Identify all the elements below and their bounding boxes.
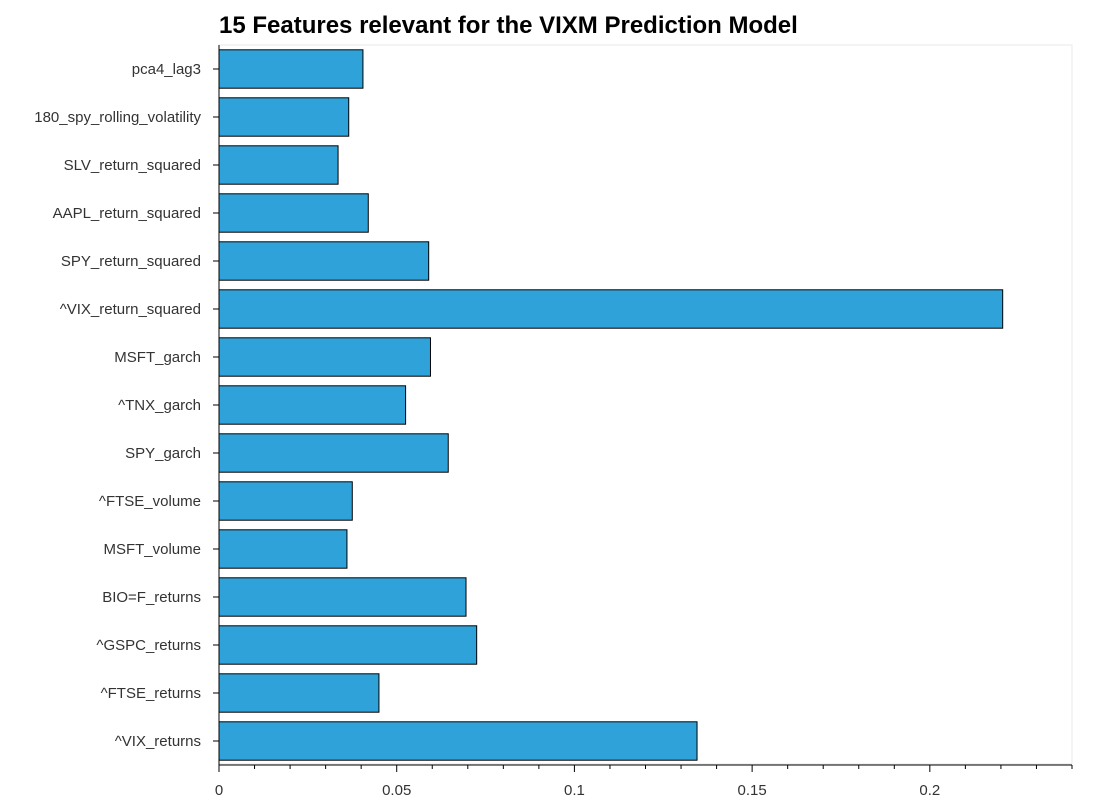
category-label: ^VIX_return_squared [60,301,201,318]
bar-AAPL_return_squared [218,193,369,233]
x-tick-label: 0.15 [738,782,767,799]
bar-SPY_garch [218,433,449,473]
category-label: SPY_return_squared [61,253,201,270]
category-label: ^GSPC_returns [96,637,201,654]
x-tick-label: 0.1 [564,782,585,799]
bar-SLV_return_squared [218,145,339,185]
chart-title: 15 Features relevant for the VIXM Predic… [219,12,798,39]
bar-SPY_return_squared [218,241,430,281]
category-label: ^TNX_garch [118,397,201,414]
bar-MSFT_volume [218,529,348,569]
category-label: MSFT_volume [103,541,201,558]
x-tick-label: 0.05 [382,782,411,799]
bar-BIO=F_returns [218,577,467,617]
category-label: BIO=F_returns [102,589,201,606]
category-labels: pca4_lag3 180_spy_rolling_volatility SLV_r… [34,61,219,750]
category-label: SPY_garch [125,445,201,462]
category-label: pca4_lag3 [132,61,201,78]
category-label: AAPL_return_squared [53,205,201,222]
bars-group [218,49,1004,761]
bar-^VIX_returns [218,721,698,761]
category-label: ^VIX_returns [115,733,201,750]
category-label: ^FTSE_returns [101,685,201,702]
category-label: ^FTSE_volume [99,493,201,510]
bar-^TNX_garch [218,385,407,425]
bar-^GSPC_returns [218,625,478,665]
bar-180_spy_rolling_volatility [218,97,350,137]
bar-MSFT_garch [218,337,431,377]
x-tick-label: 0.2 [919,782,940,799]
x-tick-label: 0 [215,782,223,799]
bar-^FTSE_volume [218,481,353,521]
bar-pca4_lag3 [218,49,364,89]
bar-^VIX_return_squared [218,289,1004,329]
x-axis-ticks: 0 0.05 0.1 0.15 0.2 [215,765,1073,799]
category-label: MSFT_garch [114,349,201,366]
bar-^FTSE_returns [218,673,380,713]
category-label: SLV_return_squared [64,157,201,174]
category-label: 180_spy_rolling_volatility [34,109,201,126]
